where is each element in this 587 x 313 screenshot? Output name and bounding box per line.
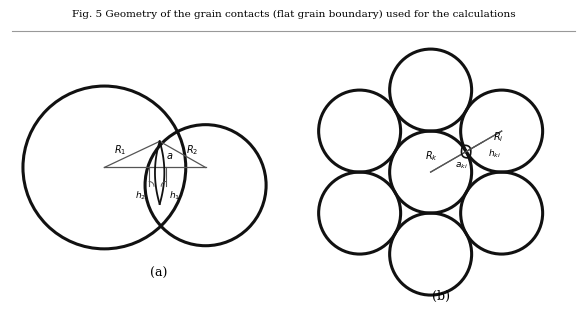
Text: $h_1$: $h_1$ [169, 189, 180, 202]
Text: $a$: $a$ [166, 151, 173, 161]
Text: $R_2$: $R_2$ [185, 143, 198, 157]
Text: $a_{ki}$: $a_{ki}$ [454, 161, 467, 171]
Text: Fig. 5 Geometry of the grain contacts (flat grain boundary) used for the calcula: Fig. 5 Geometry of the grain contacts (f… [72, 9, 515, 18]
Text: $R_k$: $R_k$ [425, 150, 438, 163]
Text: (a): (a) [150, 267, 167, 280]
Text: $R_i$: $R_i$ [493, 131, 504, 144]
Text: $h_2$: $h_2$ [135, 189, 146, 202]
Text: $R_1$: $R_1$ [114, 143, 127, 157]
Text: $h_{ki}$: $h_{ki}$ [488, 147, 501, 160]
Text: (b): (b) [432, 290, 450, 303]
